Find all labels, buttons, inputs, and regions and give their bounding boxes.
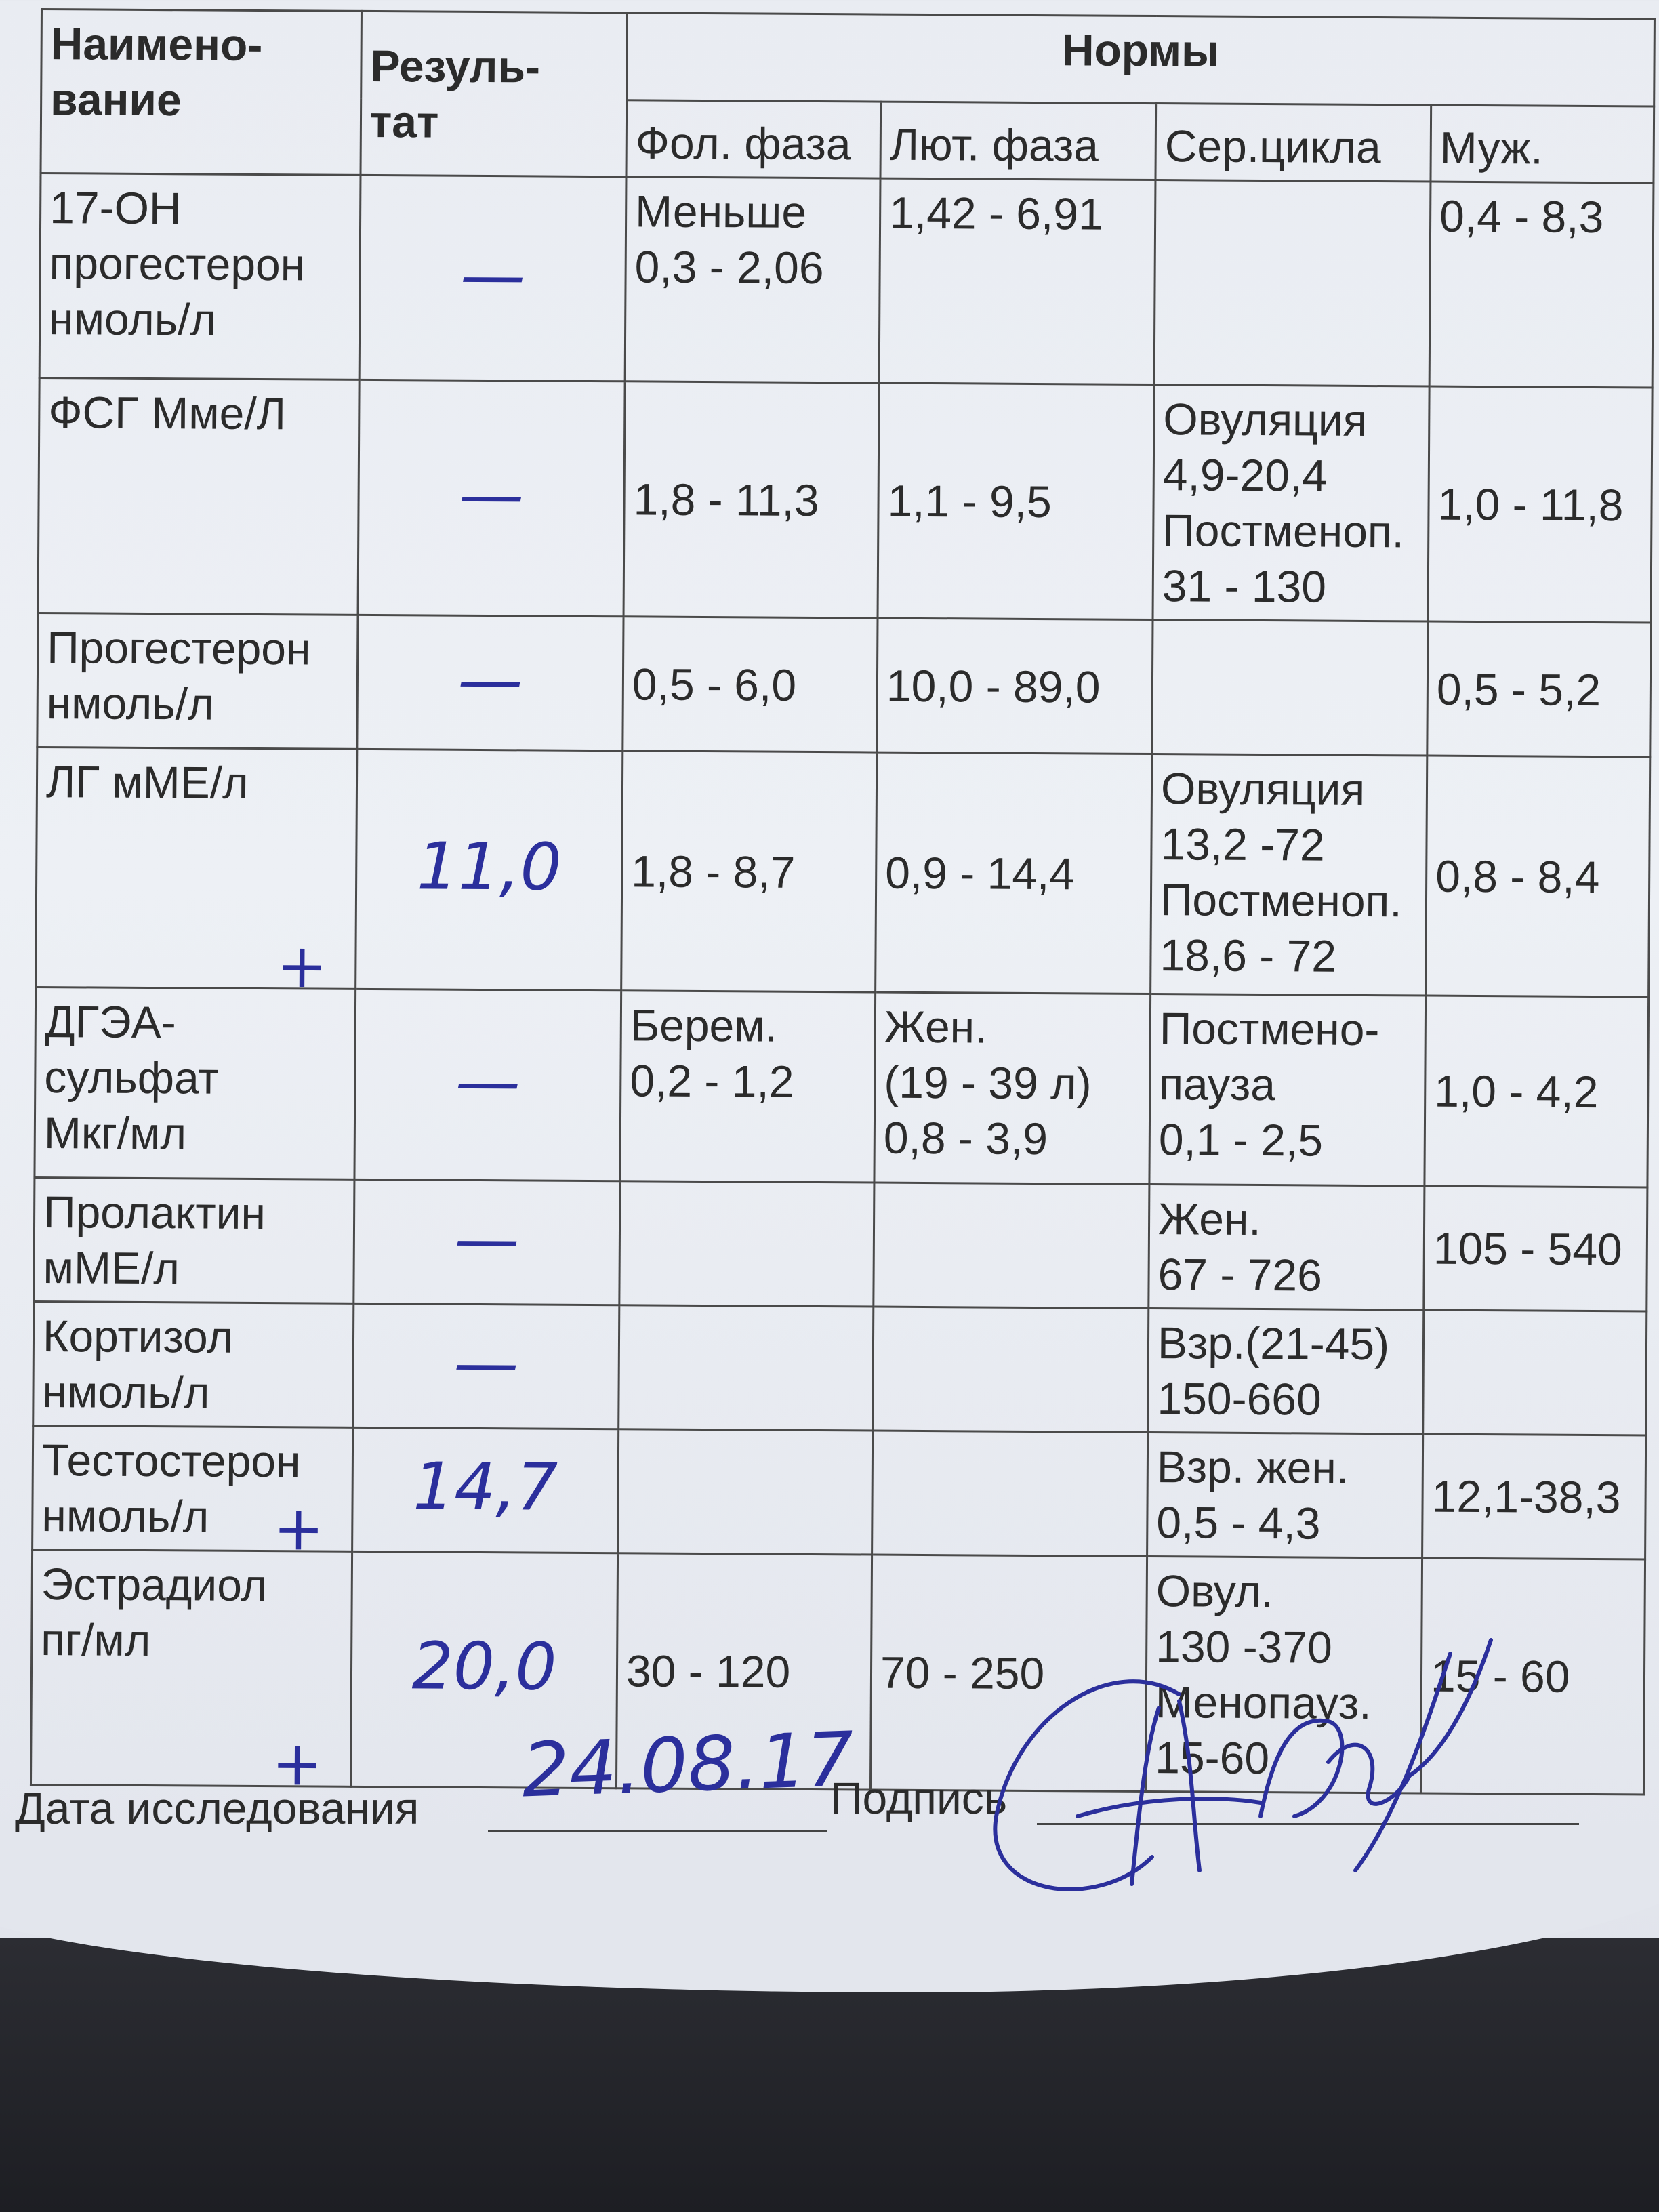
header-follicular-phase: Фол. фаза: [626, 100, 881, 179]
result-value: 14,7: [352, 1427, 619, 1553]
result-value: —: [356, 615, 624, 751]
result-value: —: [352, 1303, 619, 1429]
table-row: ЛГ мМЕ/л +11,0 1,8 - 8,7 0,9 - 14,4 Овуляция…: [35, 747, 1650, 998]
norm-mid-cycle: Взр.(21-45) 150-660: [1147, 1308, 1424, 1434]
norm-luteal: [873, 1183, 1149, 1309]
result-value: —: [354, 989, 621, 1181]
norm-mid-cycle: Взр. жен. 0,5 - 4,3: [1147, 1432, 1423, 1558]
table-row: Кортизол нмоль/л — Взр.(21-45) 150-660: [33, 1301, 1647, 1436]
norm-male: 12,1-38,3: [1422, 1433, 1646, 1560]
result-value: 11,0: [355, 749, 623, 991]
norm-male: [1422, 1310, 1647, 1436]
header-name: Наимено- вание: [41, 9, 362, 176]
table-row: Тестостерон нмоль/л +14,7 Взр. жен. 0,5 - …: [32, 1425, 1646, 1560]
header-mid-cycle: Сер.цикла: [1155, 103, 1431, 182]
norm-follicular: [617, 1429, 873, 1555]
norm-luteal: [872, 1307, 1149, 1433]
analyte-name-text: Эстрадиол пг/мл: [41, 1559, 268, 1666]
table-row: Пролактин мМЕ/л — Жен. 67 - 726 105 - 540: [33, 1177, 1647, 1312]
header-norms: Нормы: [626, 12, 1655, 107]
analyte-name-text: Пролактин мМЕ/л: [43, 1187, 266, 1294]
plus-mark: +: [272, 1493, 325, 1552]
norm-male: 105 - 540: [1423, 1186, 1647, 1312]
norm-mid-cycle: Жен. 67 - 726: [1148, 1184, 1425, 1311]
analyte-name: Эстрадиол пг/мл +: [30, 1549, 352, 1787]
analyte-name-text: ЛГ мМЕ/л: [45, 756, 249, 808]
signature-label: Подпись: [830, 1773, 1008, 1823]
norm-mid-cycle: Постмено- пауза 0,1 - 2,5: [1149, 994, 1426, 1187]
analyte-name-text: Тестостерон нмоль/л: [41, 1435, 301, 1542]
norm-luteal: Жен. (19 - 39 л) 0,8 - 3,9: [874, 992, 1151, 1185]
table-row: 17-ОН прогестерон нмоль/л — Меньше 0,3 - 2…: [39, 173, 1654, 388]
date-label: Дата исследования: [15, 1783, 419, 1833]
result-value: —: [358, 380, 626, 617]
norm-follicular: [618, 1305, 874, 1431]
norm-follicular: 0,5 - 6,0: [622, 616, 878, 753]
norm-luteal: 0,9 - 14,4: [875, 752, 1152, 994]
analyte-name-text: 17-ОН прогестерон нмоль/л: [48, 182, 306, 345]
result-handwritten: —: [454, 1200, 520, 1277]
table-row: ДГЭА- сульфат Мкг/мл — Берем. 0,2 - 1,2 Жен…: [34, 987, 1649, 1188]
header-result: Резуль- тат: [361, 11, 628, 177]
norm-luteal: 10,0 - 89,0: [876, 618, 1153, 754]
norm-male: 1,0 - 4,2: [1424, 996, 1649, 1188]
analyte-name-text: ФСГ Мме/Л: [48, 387, 287, 439]
norm-mid-cycle: [1154, 180, 1431, 387]
result-handwritten: —: [455, 1043, 521, 1120]
result-handwritten: —: [453, 1324, 519, 1401]
result-handwritten: 14,7: [412, 1448, 558, 1525]
hormone-results-table: Наимено- вание Резуль- тат Нормы Фол. фа…: [30, 8, 1656, 1796]
signature-line: [1037, 1823, 1579, 1825]
result-value: —: [353, 1179, 620, 1305]
result-handwritten: 20,0: [411, 1628, 557, 1705]
analyte-name: Прогестерон нмоль/л: [37, 613, 359, 750]
result-handwritten: 11,0: [416, 827, 562, 905]
norm-follicular: 1,8 - 11,3: [623, 381, 880, 619]
norm-male: 0,4 - 8,3: [1429, 182, 1654, 388]
plus-mark: +: [276, 930, 328, 989]
norm-mid-cycle: Овуляция 13,2 -72 Постменоп. 18,6 - 72: [1150, 754, 1427, 996]
analyte-name-text: Кортизол нмоль/л: [42, 1311, 234, 1418]
result-handwritten: —: [458, 456, 525, 533]
norm-luteal: [872, 1431, 1148, 1557]
norm-male: 0,8 - 8,4: [1425, 756, 1650, 998]
analyte-name: 17-ОН прогестерон нмоль/л: [39, 173, 361, 380]
norm-follicular: Меньше 0,3 - 2,06: [625, 176, 880, 384]
analyte-name: Пролактин мМЕ/л: [33, 1177, 354, 1304]
norm-follicular: Берем. 0,2 - 1,2: [619, 990, 876, 1183]
analyte-name: Кортизол нмоль/л: [33, 1301, 354, 1428]
analyte-name: ФСГ Мме/Л: [38, 377, 360, 615]
norm-male: 0,5 - 5,2: [1427, 621, 1652, 758]
table-row: ФСГ Мме/Л — 1,8 - 11,3 1,1 - 9,5 Овуляция 4,…: [38, 377, 1653, 623]
norm-mid-cycle: [1151, 619, 1429, 756]
analyte-name-text: ДГЭА- сульфат Мкг/мл: [43, 996, 219, 1159]
result-value: —: [359, 175, 626, 382]
analyte-name: Тестостерон нмоль/л +: [32, 1425, 353, 1552]
analyte-name: ЛГ мМЕ/л +: [35, 747, 357, 989]
analyte-name-text: Прогестерон нмоль/л: [46, 622, 311, 729]
date-value: 24.08.17: [520, 1715, 855, 1814]
table-row: Прогестерон нмоль/л — 0,5 - 6,0 10,0 - 89,0…: [37, 613, 1652, 758]
norm-mid-cycle: Овуляция 4,9-20,4 Постменоп. 31 - 130: [1153, 384, 1430, 622]
header-male: Муж.: [1430, 105, 1654, 184]
norm-luteal: 1,42 - 6,91: [879, 178, 1155, 385]
signature-handwritten: [993, 1638, 1493, 1891]
analyte-name: ДГЭА- сульфат Мкг/мл: [34, 987, 356, 1180]
header-luteal-phase: Лют. фаза: [880, 102, 1156, 180]
norm-male: 1,0 - 11,8: [1428, 386, 1653, 623]
norm-luteal: 1,1 - 9,5: [878, 383, 1155, 620]
plus-mark: +: [271, 1728, 323, 1787]
table-body: 17-ОН прогестерон нмоль/л — Меньше 0,3 - 2…: [30, 173, 1654, 1795]
norm-follicular: [619, 1181, 874, 1307]
result-handwritten: —: [457, 641, 523, 718]
date-line: [488, 1830, 827, 1832]
norm-follicular: 1,8 - 8,7: [621, 750, 877, 993]
result-handwritten: —: [459, 237, 526, 313]
